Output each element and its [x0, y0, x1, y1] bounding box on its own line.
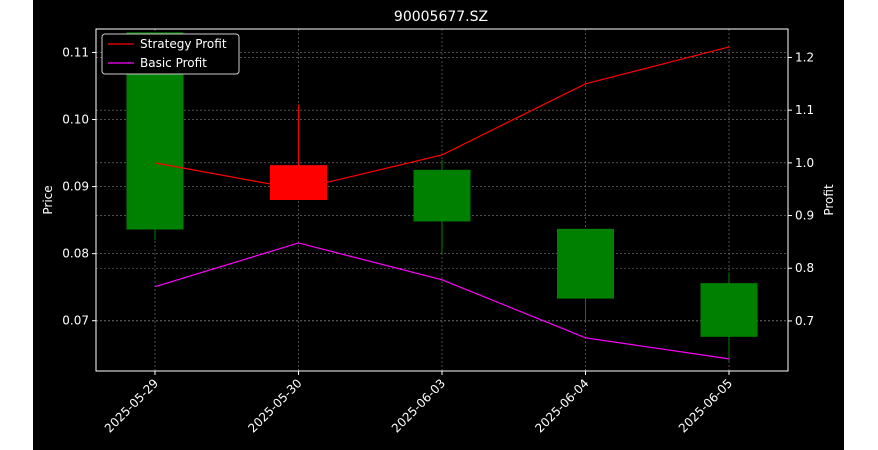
candle-body: [413, 169, 471, 222]
chart-figure: 90005677.SZ 0.07 0.08 0.09 0.10 0.11 0.7 0.8 0.…: [33, 0, 844, 450]
legend: Strategy Profit Basic Profit: [101, 33, 240, 75]
y2-tick-label: 0.8: [795, 261, 814, 275]
candle-body: [557, 228, 614, 299]
candle-body: [270, 165, 327, 200]
y2-tick-label: 0.7: [795, 314, 814, 328]
legend-label-basic-profit: Basic Profit: [140, 56, 207, 70]
y2-tick-label: 1.0: [795, 156, 814, 170]
legend-box: [101, 33, 240, 75]
x-tick-label: 2025-06-03: [389, 376, 448, 435]
series-line-strategy-profit: [154, 46, 730, 190]
y-tick-label: 0.11: [62, 45, 89, 59]
y-tick-label: 0.07: [62, 314, 89, 328]
x-tick-label: 2025-06-05: [676, 376, 735, 435]
y2-axis-label: Profit: [822, 184, 836, 216]
series-line-basic-profit: [154, 242, 730, 360]
y2-tick-label: 0.9: [795, 209, 814, 223]
y-tick-label: 0.09: [62, 180, 89, 194]
chart-svg: 90005677.SZ 0.07 0.08 0.09 0.10 0.11 0.7 0.8 0.…: [41, 9, 836, 435]
y-tick-label: 0.10: [62, 113, 89, 127]
candle-body: [700, 283, 758, 337]
y2-tick-label: 1.2: [795, 50, 814, 64]
x-tick-label: 2025-05-29: [102, 376, 161, 435]
x-tick-label: 2025-05-30: [245, 376, 304, 435]
y2-tick-label: 1.1: [795, 103, 814, 117]
y-tick-label: 0.08: [62, 247, 89, 261]
legend-label-strategy-profit: Strategy Profit: [140, 37, 227, 51]
chart-title: 90005677.SZ: [394, 9, 488, 25]
x-tick-label: 2025-06-04: [532, 376, 591, 435]
y-axis-label: Price: [41, 185, 55, 214]
profit-lines: [154, 46, 730, 360]
